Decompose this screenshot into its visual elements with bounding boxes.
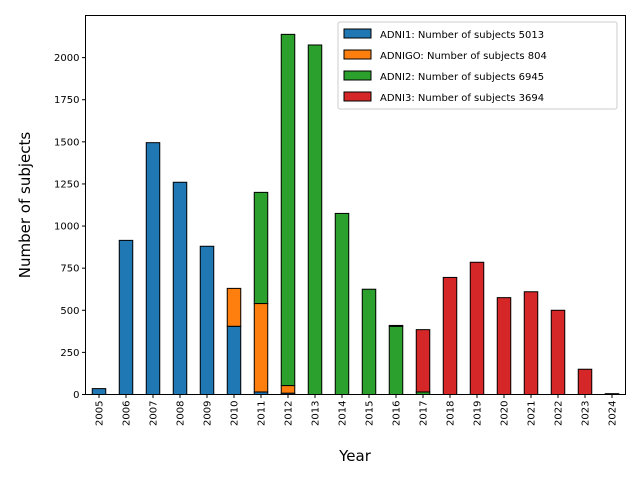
x-tick-label: 2019 (473, 401, 484, 426)
x-tick-label: 2011 (257, 401, 268, 426)
y-tick-label: 0 (73, 390, 79, 401)
bar-2012-series-3 (280, 33, 296, 387)
x-tick-label: 2021 (527, 401, 538, 426)
bar-2016-series-3 (388, 325, 404, 395)
x-tick-label: 2014 (338, 401, 349, 426)
bar-2021-series-4 (523, 291, 539, 396)
plot-frame (85, 15, 626, 395)
legend-swatch (343, 49, 372, 60)
x-tick-label: 2016 (392, 401, 403, 426)
bar-2013-series-3 (307, 44, 323, 395)
bar-2011-series-3 (253, 191, 269, 305)
bar-2019-series-4 (469, 261, 485, 395)
x-tick-label: 2017 (419, 401, 430, 426)
x-tick-label: 2008 (176, 401, 187, 426)
bar-2009-series-1 (199, 245, 215, 395)
legend-swatch (343, 70, 372, 81)
x-tick-label: 2024 (608, 401, 619, 426)
x-tick-label: 2023 (581, 401, 592, 426)
bar-2007-series-1 (145, 142, 161, 395)
y-tick-label: 2000 (54, 53, 79, 64)
x-axis-ticks: 2005 2006 2007 2008 2009 2010 2011 2012 2013 2014… (95, 394, 619, 426)
y-tick-label: 750 (60, 264, 79, 275)
bar-2014-series-3 (334, 212, 350, 395)
y-tick-label: 1750 (54, 95, 79, 106)
y-axis-ticks: 0 250 500 750 1000 1250 1500 1750 2000 (54, 53, 86, 401)
x-tick-label: 2018 (446, 401, 457, 426)
bar-2016-series-4 (388, 324, 404, 327)
bar-2011-series-2 (253, 303, 269, 393)
x-tick-label: 2005 (95, 401, 106, 426)
bar-2022-series-4 (550, 309, 566, 395)
legend-swatch (343, 91, 372, 102)
legend-label: ADNI3: Number of subjects 3694 (380, 93, 544, 104)
y-tick-label: 250 (60, 348, 79, 359)
y-tick-label: 1500 (54, 137, 79, 148)
bar-2010-series-1 (226, 325, 242, 395)
bar-2010-series-2 (226, 287, 242, 327)
x-tick-label: 2009 (203, 401, 214, 426)
bar-2023-series-4 (577, 368, 593, 396)
x-tick-label: 2010 (230, 401, 241, 426)
legend: ADNI1: Number of subjects 5013 ADNIGO: Nu… (337, 21, 618, 110)
y-tick-label: 500 (60, 306, 79, 317)
bars-group (91, 33, 620, 396)
legend-label: ADNI1: Number of subjects 5013 (380, 30, 544, 41)
bar-2020-series-4 (496, 297, 512, 395)
y-axis-label: Number of subjects (16, 132, 34, 279)
bar-2006-series-1 (118, 239, 134, 395)
x-tick-label: 2013 (311, 401, 322, 426)
bar-2005-series-1 (91, 388, 107, 395)
bar-2018-series-4 (442, 276, 458, 396)
x-tick-label: 2007 (149, 401, 160, 426)
legend-label: ADNIGO: Number of subjects 804 (380, 51, 547, 62)
x-tick-label: 2022 (554, 401, 565, 426)
bar-2017-series-4 (415, 329, 431, 393)
bar-2008-series-1 (172, 181, 188, 395)
x-axis-label: Year (338, 447, 372, 465)
x-tick-label: 2015 (365, 401, 376, 426)
y-tick-label: 1000 (54, 222, 79, 233)
x-tick-label: 2020 (500, 401, 511, 426)
x-tick-label: 2006 (122, 401, 133, 426)
legend-swatch (343, 28, 372, 39)
bar-2012-series-2 (280, 385, 296, 394)
legend-label: ADNI2: Number of subjects 6945 (380, 72, 544, 83)
bar-2015-series-3 (361, 288, 377, 396)
x-tick-label: 2012 (284, 401, 295, 426)
legend-box (337, 21, 618, 110)
y-tick-label: 1250 (54, 179, 79, 190)
